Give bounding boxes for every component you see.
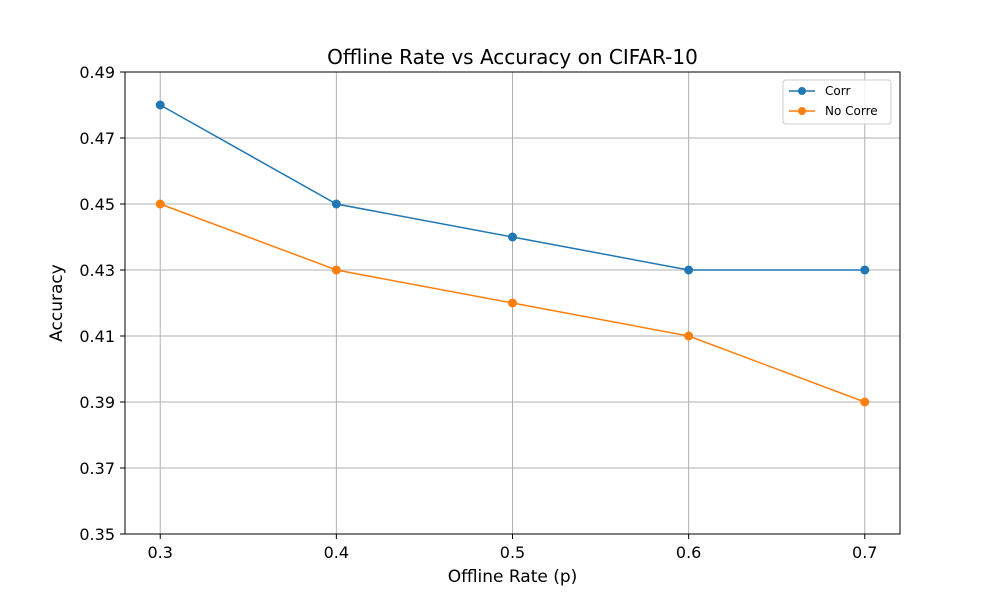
data-point-no-corre <box>331 265 341 275</box>
data-point-corr <box>508 232 517 242</box>
y-tick-label: 0.47 <box>79 129 115 148</box>
data-point-corr <box>860 265 870 275</box>
data-point-no-corre <box>155 199 165 209</box>
data-point-no-corre <box>684 331 694 341</box>
x-axis: 0.3 0.4 0.5 0.6 0.7 <box>148 534 877 562</box>
y-axis: 0.35 0.37 0.39 0.41 0.43 0.45 0.47 0.49 <box>79 63 125 544</box>
x-tick-label: 0.7 <box>852 543 877 562</box>
legend-marker-corr <box>798 87 806 95</box>
data-point-corr <box>155 100 165 110</box>
x-tick-label: 0.6 <box>676 543 701 562</box>
data-point-corr <box>684 265 694 275</box>
y-tick-label: 0.45 <box>79 195 115 214</box>
legend: Corr No Corre <box>782 79 892 125</box>
x-tick-label: 0.5 <box>500 543 525 562</box>
y-tick-label: 0.39 <box>79 393 115 412</box>
y-tick-label: 0.49 <box>79 63 115 82</box>
data-point-no-corre <box>508 298 517 308</box>
y-axis-label: Accuracy <box>47 264 67 342</box>
x-tick-label: 0.4 <box>324 543 349 562</box>
legend-label-no-corre: No Corre <box>825 104 878 118</box>
data-point-no-corre <box>860 397 870 407</box>
y-tick-label: 0.41 <box>79 327 115 346</box>
y-tick-label: 0.35 <box>79 525 115 544</box>
series-layer <box>155 100 870 407</box>
x-tick-label: 0.3 <box>148 543 173 562</box>
data-point-corr <box>331 199 341 209</box>
legend-label-corr: Corr <box>825 84 850 98</box>
x-axis-label: Offline Rate (p) <box>448 567 578 587</box>
y-tick-label: 0.43 <box>79 261 115 280</box>
legend-marker-no-corre <box>798 107 806 115</box>
y-tick-label: 0.37 <box>79 459 115 478</box>
chart-title: Offline Rate vs Accuracy on CIFAR-10 <box>327 45 698 69</box>
